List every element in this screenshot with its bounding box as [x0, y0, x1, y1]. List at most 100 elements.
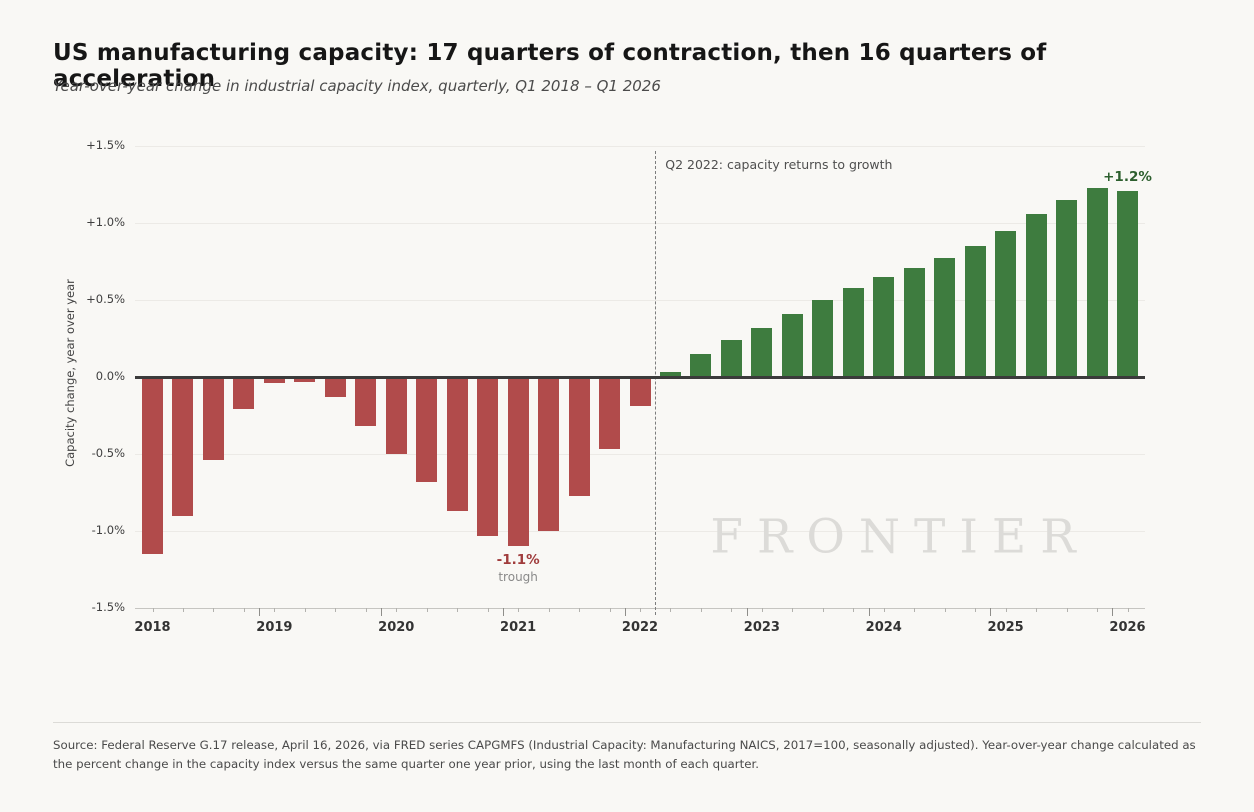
x-axis-year-label: 2022 [621, 620, 659, 635]
trough-annotation: -1.1% trough [497, 552, 540, 584]
bar-q1-2021 [507, 377, 529, 547]
x-axis-year-label: 2018 [134, 620, 171, 635]
event-annotation-label: Q2 2022: capacity returns to growth [665, 157, 893, 172]
gridline [135, 454, 1145, 455]
bar-q4-2021 [599, 377, 621, 450]
trough-sublabel: trough [498, 570, 538, 585]
x-axis-year-label: 2026 [1109, 620, 1146, 635]
y-tick-label: +1.0% [86, 215, 125, 229]
bar-q4-2024 [964, 246, 986, 377]
page-subtitle: Year-over-year change in industrial capa… [53, 77, 661, 95]
bar-q2-2022 [659, 372, 681, 377]
x-tick-minor [761, 608, 763, 612]
bar-q4-2023 [842, 287, 864, 377]
x-tick-major [259, 608, 261, 616]
x-tick-major [746, 608, 748, 616]
x-axis-year-label: 2023 [743, 620, 780, 635]
bar-q1-2023 [751, 327, 773, 377]
x-axis-year-label: 2020 [378, 620, 415, 635]
x-tick-minor [853, 608, 855, 612]
bar-q4-2022 [720, 340, 742, 377]
bar-q1-2025 [995, 230, 1017, 377]
x-tick-minor [548, 608, 550, 612]
y-tick-label: -1.5% [91, 600, 125, 614]
gridline [135, 223, 1145, 224]
bar-q3-2022 [690, 353, 712, 377]
x-tick-major [624, 608, 626, 616]
x-tick-minor [609, 608, 611, 612]
bar-q2-2024 [903, 267, 925, 377]
gridline [135, 146, 1145, 147]
bar-q3-2025 [1056, 199, 1078, 377]
bar-q2-2021 [538, 377, 560, 531]
x-tick-minor [792, 608, 794, 612]
zero-baseline [135, 376, 1145, 379]
x-tick-minor [883, 608, 885, 612]
page-title: US manufacturing capacity: 17 quarters o… [53, 40, 1047, 92]
bar-q2-2019 [294, 377, 316, 382]
x-tick-minor [640, 608, 641, 612]
bar-q3-2023 [812, 300, 834, 377]
x-tick-major [990, 608, 992, 616]
bar-q1-2018 [142, 377, 163, 555]
x-tick-minor [152, 608, 154, 612]
bar-q1-2019 [263, 377, 285, 384]
x-tick-minor [944, 608, 946, 612]
bar-q1-2024 [873, 276, 895, 377]
gridline [135, 531, 1145, 532]
footer-divider [53, 722, 1201, 723]
bar-q1-2026 [1117, 190, 1138, 377]
x-tick-minor [213, 608, 215, 612]
bar-q3-2020 [446, 377, 468, 511]
event-line [655, 151, 657, 615]
bar-q1-2022 [629, 377, 651, 407]
bar-q4-2018 [233, 377, 255, 410]
x-tick-minor [182, 608, 184, 612]
x-tick-minor [914, 608, 916, 612]
x-tick-minor [670, 608, 672, 612]
x-tick-minor [396, 608, 398, 612]
y-tick-label: +0.5% [86, 292, 125, 306]
x-tick-minor [1097, 608, 1099, 612]
x-tick-minor [457, 608, 459, 612]
x-tick-minor [243, 608, 245, 612]
y-tick-label: 0.0% [95, 369, 125, 383]
x-tick-minor [1127, 608, 1129, 612]
y-tick-label: -1.0% [91, 523, 125, 537]
bar-q2-2023 [781, 313, 803, 377]
gridline [135, 300, 1145, 301]
x-tick-minor [335, 608, 337, 612]
trough-label: -1.1% [496, 552, 540, 569]
x-tick-minor [1005, 608, 1007, 612]
x-tick-minor [822, 608, 824, 612]
y-tick-label: +1.5% [86, 138, 125, 152]
x-tick-major [381, 608, 383, 616]
peak-label: +1.2% [1103, 168, 1152, 185]
x-tick-major [1112, 608, 1114, 616]
bar-q2-2018 [172, 377, 194, 516]
bar-q1-2020 [385, 377, 407, 454]
x-tick-major [868, 608, 870, 616]
x-axis-year-label: 2024 [865, 620, 902, 635]
x-tick-minor [365, 608, 367, 612]
bar-q2-2020 [416, 377, 438, 482]
bar-q2-2025 [1025, 213, 1047, 377]
x-tick-minor [1036, 608, 1038, 612]
watermark: FRONTIER [710, 509, 1090, 565]
x-tick-minor [975, 608, 977, 612]
source-note: Source: Federal Reserve G.17 release, Ap… [53, 738, 1196, 772]
plot-area: FRONTIER Q2 2022: capacity returns to gr… [86, 138, 1152, 635]
x-tick-minor [487, 608, 489, 612]
x-tick-minor [579, 608, 581, 612]
x-axis-year-label: 2025 [987, 620, 1024, 635]
bar-q3-2024 [934, 258, 956, 377]
x-axis-year-label: 2021 [500, 620, 537, 635]
x-tick-major [502, 608, 504, 616]
bar-q4-2025 [1086, 187, 1108, 377]
x-tick-minor [426, 608, 428, 612]
bar-q3-2019 [324, 377, 346, 398]
x-tick-minor [274, 608, 276, 612]
bar-q4-2019 [355, 377, 377, 427]
x-tick-minor [1066, 608, 1068, 612]
x-tick-minor [731, 608, 733, 612]
